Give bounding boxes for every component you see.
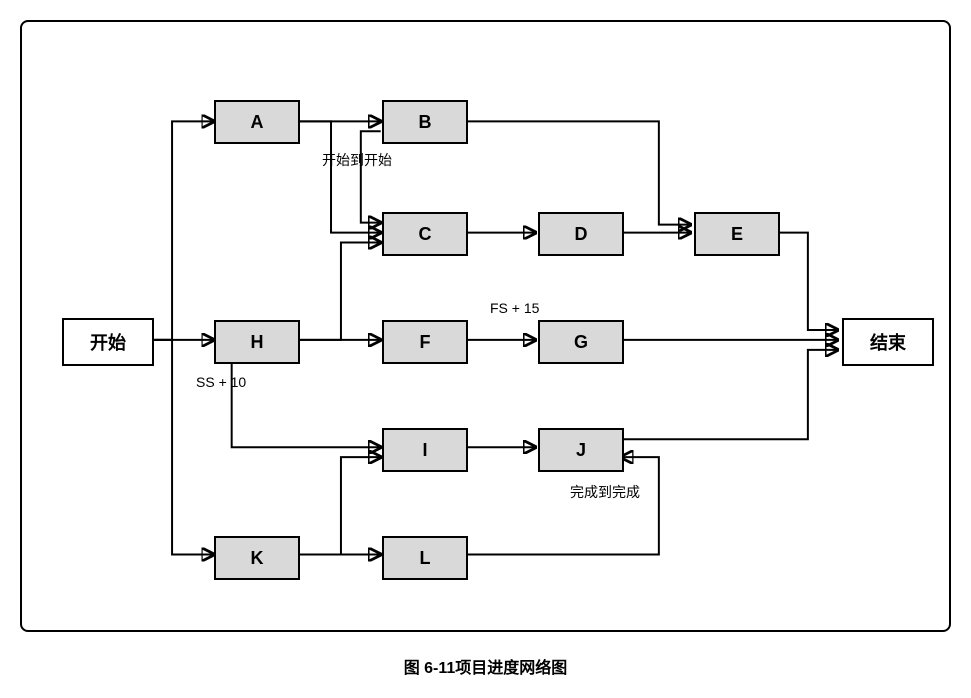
node-K-label: K [251,548,264,569]
node-start: 开始 [62,318,154,366]
node-E: E [694,212,780,256]
diagram-frame: 开始 结束 A B C D E H F G I J K L 开始到开始 FS +… [20,20,951,632]
node-L-label: L [420,548,431,569]
node-D: D [538,212,624,256]
label-start-to-start: 开始到开始 [322,150,392,170]
node-C: C [382,212,468,256]
node-H-label: H [251,332,264,353]
node-start-label: 开始 [90,329,126,355]
node-A: A [214,100,300,144]
node-end-label: 结束 [870,329,906,355]
node-B: B [382,100,468,144]
node-G-label: G [574,332,588,353]
node-E-label: E [731,224,743,245]
node-end: 结束 [842,318,934,366]
node-I-label: I [422,440,427,461]
label-finish-to-finish: 完成到完成 [570,482,640,502]
label-ss-plus-10: SS + 10 [196,374,246,390]
figure-caption: 图 6-11项目进度网络图 [20,654,951,678]
node-K: K [214,536,300,580]
node-J-label: J [576,440,586,461]
node-G: G [538,320,624,364]
node-A-label: A [251,112,264,133]
label-fs-plus-15: FS + 15 [490,300,539,316]
edges-layer [22,22,949,630]
node-J: J [538,428,624,472]
node-C-label: C [419,224,432,245]
node-I: I [382,428,468,472]
node-F: F [382,320,468,364]
node-D-label: D [575,224,588,245]
node-B-label: B [419,112,432,133]
node-H: H [214,320,300,364]
node-F-label: F [420,332,431,353]
node-L: L [382,536,468,580]
